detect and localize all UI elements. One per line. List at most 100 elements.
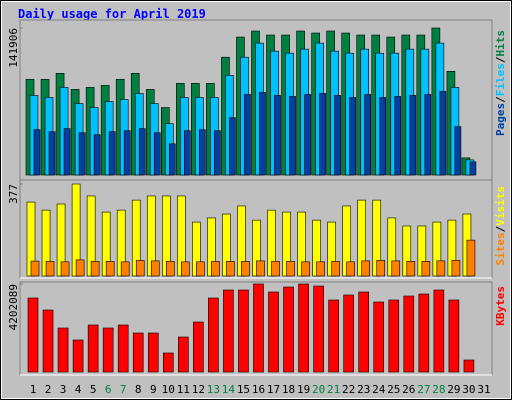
x-tick-label: 5 (90, 383, 97, 396)
bar (349, 97, 356, 176)
legend: KBytes (494, 286, 507, 326)
bar (193, 321, 204, 373)
bar (313, 285, 324, 373)
bar (150, 260, 160, 277)
bar (301, 261, 310, 277)
bar (304, 94, 311, 176)
bar (229, 117, 236, 176)
bar (448, 299, 460, 373)
x-tick-label: 29 (447, 383, 460, 396)
bar (165, 261, 175, 277)
x-tick-label: 17 (267, 383, 280, 396)
bar (343, 294, 354, 373)
x-tick-label: 26 (402, 383, 415, 396)
bar (391, 260, 401, 277)
bar (388, 299, 400, 373)
bar (403, 295, 415, 373)
bar (147, 332, 159, 373)
x-tick-label: 21 (327, 383, 340, 396)
x-tick-label: 1 (30, 383, 37, 396)
bar (42, 309, 54, 373)
x-tick-label: 12 (192, 383, 205, 396)
bar (135, 260, 145, 277)
legend-separator: / (494, 96, 507, 103)
bar (436, 260, 446, 277)
bar (358, 291, 370, 373)
bar (75, 259, 85, 277)
bar (123, 130, 131, 176)
x-tick-label: 25 (387, 383, 400, 396)
legend-entry: Pages (494, 103, 507, 136)
bar (454, 126, 462, 176)
x-tick-label: 8 (135, 383, 142, 396)
bar (346, 261, 355, 277)
bar (283, 286, 294, 373)
bar (433, 289, 445, 373)
bar (289, 96, 296, 176)
legend-separator: / (494, 56, 507, 63)
x-tick-label: 11 (177, 383, 190, 396)
bar (334, 95, 341, 176)
bar (33, 129, 41, 176)
bar (418, 293, 430, 373)
bar (120, 261, 130, 277)
x-tick-label: 22 (342, 383, 355, 396)
bar (87, 324, 99, 373)
bar (361, 260, 371, 277)
bar (72, 339, 84, 373)
x-tick-label: 27 (417, 383, 430, 396)
bar (211, 261, 220, 277)
x-tick-label: 10 (162, 383, 175, 396)
bar (57, 327, 69, 373)
x-tick-label: 18 (282, 383, 295, 396)
x-tick-label: 23 (357, 383, 370, 396)
bar (409, 95, 417, 176)
bar (328, 299, 339, 373)
bar (238, 289, 249, 373)
x-tick-label: 4 (75, 383, 82, 396)
bar (48, 131, 56, 176)
legend-entry: Visits (494, 186, 507, 226)
bar (226, 261, 235, 277)
bar (424, 94, 432, 176)
y-max-label: 377 (7, 184, 20, 204)
bar (162, 352, 174, 373)
y-max-label: 141906 (7, 28, 20, 68)
bar (45, 261, 55, 277)
bar (27, 297, 39, 373)
x-tick-label: 13 (207, 383, 220, 396)
bar (60, 261, 70, 277)
bar (319, 93, 326, 176)
x-tick-label: 28 (432, 383, 445, 396)
bar (223, 289, 234, 373)
bar (364, 94, 372, 176)
bar (331, 261, 340, 277)
bar (241, 261, 250, 277)
bar (132, 332, 144, 373)
bar (178, 336, 189, 373)
legend-entry: Sites (494, 232, 507, 265)
bar (268, 291, 279, 373)
bar (93, 134, 101, 176)
bar (117, 324, 129, 373)
bar (30, 260, 40, 277)
bar (406, 261, 416, 277)
x-tick-label: 14 (222, 383, 236, 396)
legend-separator: / (494, 225, 507, 232)
bar (168, 143, 176, 176)
bar (153, 132, 161, 176)
bar (286, 261, 295, 277)
bar (199, 129, 206, 176)
bar (78, 132, 86, 176)
bar (256, 260, 265, 277)
bar (259, 92, 266, 176)
bar (274, 95, 281, 176)
x-tick-label: 30 (462, 383, 475, 396)
legend-entry: Hits (494, 30, 507, 57)
bar (451, 260, 461, 277)
bar (105, 261, 115, 277)
bar (90, 261, 100, 277)
bar (466, 239, 476, 277)
bar (181, 261, 190, 277)
